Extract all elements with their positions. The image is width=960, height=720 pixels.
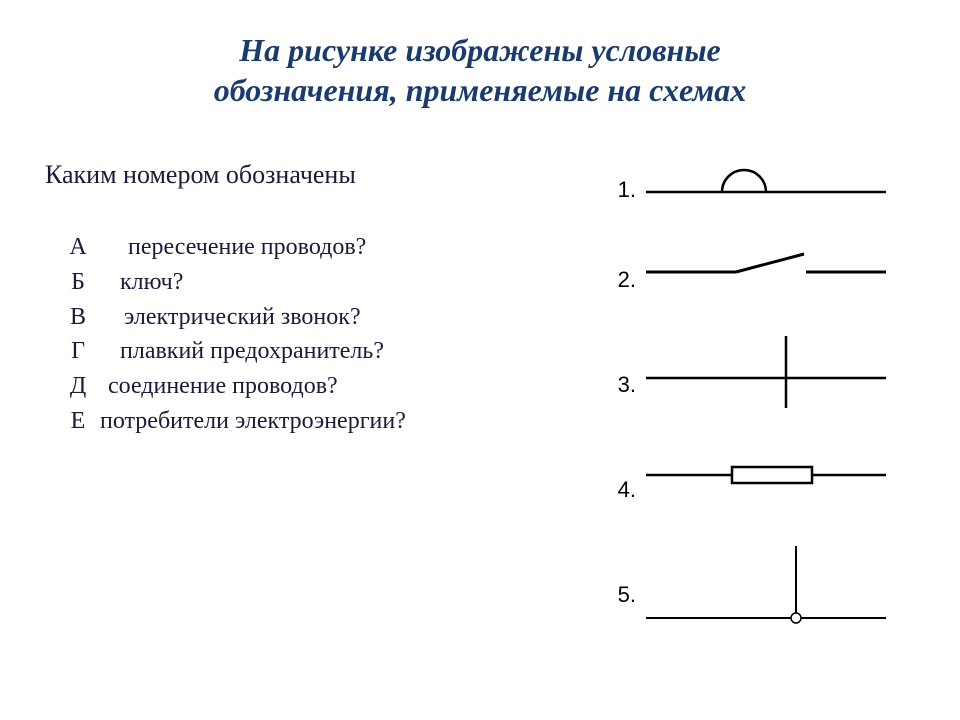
question-text: пересечение проводов?	[96, 234, 366, 260]
content-area: Каким номером обозначены Апересечение пр…	[40, 150, 920, 660]
question-row: Дсоединение проводов?	[60, 369, 590, 404]
symbol-number: 4.	[610, 477, 646, 503]
symbol-bell-icon	[646, 150, 920, 230]
question-letter: Г	[60, 334, 96, 369]
symbol-row: 4.	[610, 450, 920, 530]
question-row: Вэлектрический звонок?	[60, 300, 590, 335]
symbol-fuse-icon	[646, 450, 920, 530]
symbol-number: 3.	[610, 372, 646, 398]
symbol-switch-icon	[646, 240, 920, 320]
question-text: соединение проводов?	[96, 373, 338, 399]
symbols-column: 1. 2. 3. 4. 5.	[610, 150, 920, 660]
left-column: Каким номером обозначены Апересечение пр…	[40, 150, 590, 660]
symbol-crossing-icon	[646, 330, 920, 440]
symbol-row: 5.	[610, 540, 920, 650]
title-line-2: обозначения, применяемые на схемах	[214, 72, 747, 108]
symbol-junction-icon	[646, 540, 920, 650]
question-letter: Б	[60, 265, 96, 300]
question-letter: А	[60, 230, 96, 265]
question-text: плавкий предохранитель?	[96, 338, 384, 364]
page-title: На рисунке изображены условные обозначен…	[40, 30, 920, 110]
symbol-number: 5.	[610, 582, 646, 608]
title-line-1: На рисунке изображены условные	[239, 32, 720, 68]
symbol-number: 1.	[610, 177, 646, 203]
question-text: ключ?	[96, 269, 183, 295]
question-text: электрический звонок?	[96, 304, 361, 330]
symbol-row: 3.	[610, 330, 920, 440]
question-row: Епотребители электроэнергии?	[60, 404, 590, 439]
question-letter: Е	[60, 404, 96, 439]
question-letter: В	[60, 300, 96, 335]
questions-list: Апересечение проводов?Бключ?Вэлектрическ…	[40, 230, 590, 439]
question-letter: Д	[60, 369, 96, 404]
subtitle: Каким номером обозначены	[40, 160, 590, 190]
symbol-row: 1.	[610, 150, 920, 230]
question-row: Гплавкий предохранитель?	[60, 334, 590, 369]
symbol-row: 2.	[610, 240, 920, 320]
question-text: потребители электроэнергии?	[96, 408, 406, 434]
question-row: Апересечение проводов?	[60, 230, 590, 265]
question-row: Бключ?	[60, 265, 590, 300]
symbol-number: 2.	[610, 267, 646, 293]
